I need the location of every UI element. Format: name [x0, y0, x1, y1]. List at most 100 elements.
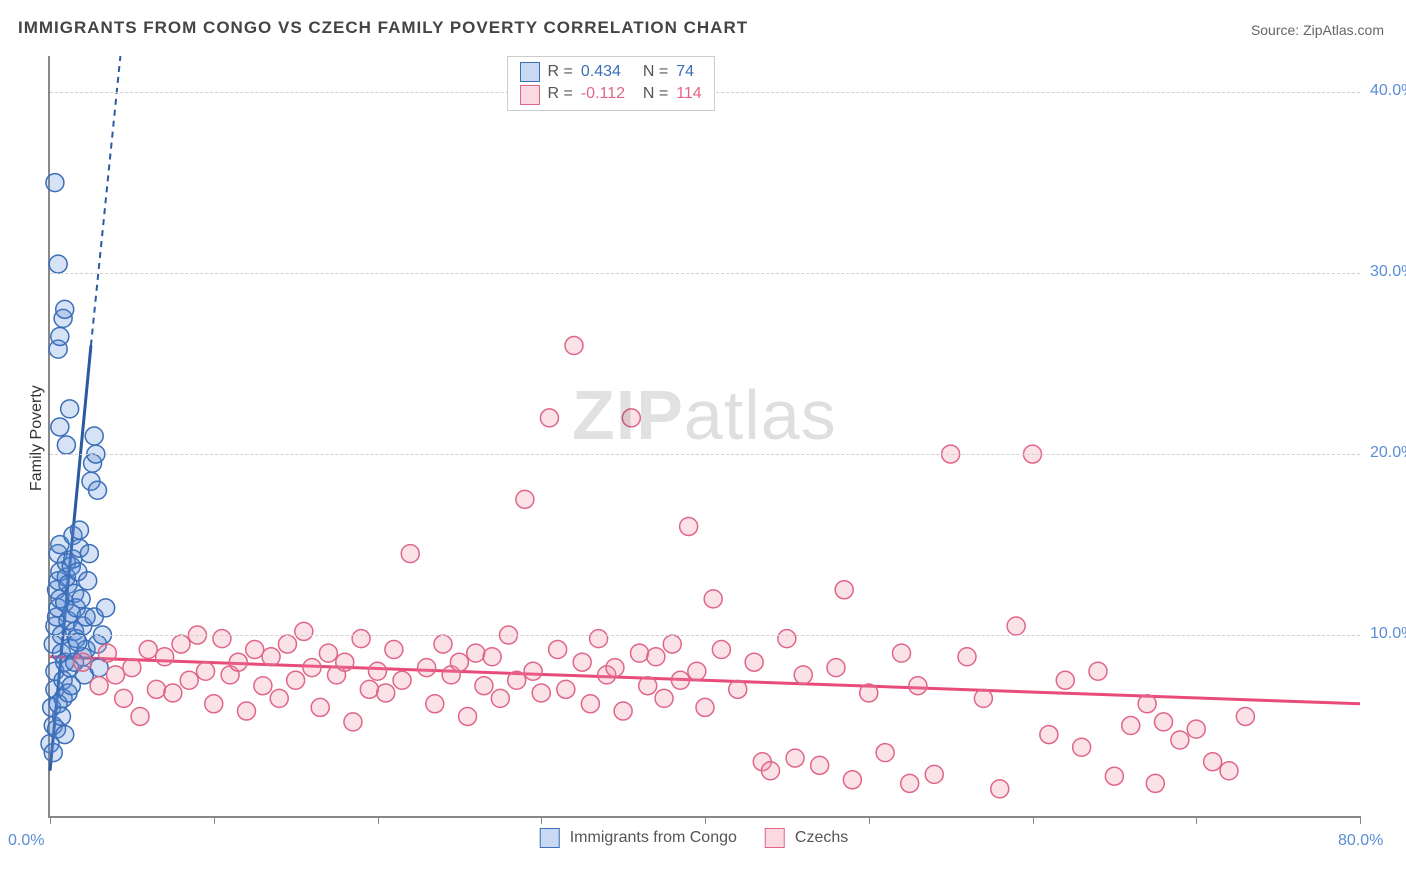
point-czechs — [1236, 707, 1254, 725]
regression-line-dashed-congo — [91, 56, 120, 346]
point-czechs — [688, 662, 706, 680]
point-czechs — [508, 671, 526, 689]
point-czechs — [1073, 738, 1091, 756]
scatter-svg — [50, 56, 1360, 816]
point-czechs — [213, 630, 231, 648]
point-congo — [80, 545, 98, 563]
point-congo — [85, 427, 103, 445]
point-congo — [51, 327, 69, 345]
point-czechs — [295, 622, 313, 640]
point-czechs — [98, 644, 116, 662]
point-czechs — [991, 780, 1009, 798]
point-czechs — [1056, 671, 1074, 689]
point-czechs — [557, 680, 575, 698]
point-czechs — [491, 689, 509, 707]
legend-n-label: N = — [643, 61, 668, 83]
point-czechs — [1204, 753, 1222, 771]
point-czechs — [254, 677, 272, 695]
point-czechs — [147, 680, 165, 698]
point-congo — [62, 677, 80, 695]
legend-series: Immigrants from CongoCzechs — [540, 828, 867, 848]
point-czechs — [418, 659, 436, 677]
y-tick-label: 20.0% — [1370, 444, 1406, 462]
point-czechs — [139, 641, 157, 659]
point-congo — [70, 521, 88, 539]
point-congo — [72, 590, 90, 608]
point-czechs — [565, 337, 583, 355]
point-czechs — [843, 771, 861, 789]
point-czechs — [974, 689, 992, 707]
point-czechs — [745, 653, 763, 671]
point-czechs — [107, 666, 125, 684]
point-congo — [49, 255, 67, 273]
point-czechs — [671, 671, 689, 689]
legend-swatch-czechs — [520, 85, 540, 105]
point-czechs — [180, 671, 198, 689]
point-czechs — [680, 517, 698, 535]
point-czechs — [1220, 762, 1238, 780]
point-czechs — [827, 659, 845, 677]
point-congo — [51, 418, 69, 436]
point-czechs — [172, 635, 190, 653]
point-czechs — [860, 684, 878, 702]
x-tick — [378, 816, 379, 824]
gridline — [50, 635, 1360, 636]
point-czechs — [426, 695, 444, 713]
point-czechs — [1122, 717, 1140, 735]
point-czechs — [156, 648, 174, 666]
point-czechs — [581, 695, 599, 713]
point-congo — [44, 744, 62, 762]
point-czechs — [352, 630, 370, 648]
point-czechs — [1138, 695, 1156, 713]
legend-bottom-label-congo: Immigrants from Congo — [570, 829, 737, 847]
x-tick — [50, 816, 51, 824]
point-czechs — [360, 680, 378, 698]
point-czechs — [401, 545, 419, 563]
point-czechs — [811, 756, 829, 774]
point-czechs — [762, 762, 780, 780]
point-czechs — [278, 635, 296, 653]
point-czechs — [663, 635, 681, 653]
point-czechs — [238, 702, 256, 720]
point-czechs — [393, 671, 411, 689]
point-czechs — [164, 684, 182, 702]
point-czechs — [901, 774, 919, 792]
point-czechs — [1146, 774, 1164, 792]
point-congo — [97, 599, 115, 617]
legend-n-value: 74 — [676, 61, 694, 83]
legend-correlation: R =0.434N =74R =-0.112N =114 — [507, 56, 715, 111]
point-czechs — [344, 713, 362, 731]
point-czechs — [590, 630, 608, 648]
point-czechs — [246, 641, 264, 659]
point-congo — [61, 400, 79, 418]
point-czechs — [573, 653, 591, 671]
legend-r-value: -0.112 — [581, 83, 635, 105]
point-czechs — [475, 677, 493, 695]
point-czechs — [1171, 731, 1189, 749]
point-czechs — [540, 409, 558, 427]
y-axis-label: Family Poverty — [28, 385, 46, 491]
point-congo — [79, 572, 97, 590]
point-czechs — [262, 648, 280, 666]
point-czechs — [459, 707, 477, 725]
point-congo — [88, 481, 106, 499]
point-czechs — [524, 662, 542, 680]
y-tick-label: 30.0% — [1370, 263, 1406, 281]
point-czechs — [516, 490, 534, 508]
point-congo — [46, 174, 64, 192]
chart-title: IMMIGRANTS FROM CONGO VS CZECH FAMILY PO… — [18, 18, 748, 38]
point-czechs — [696, 698, 714, 716]
point-czechs — [532, 684, 550, 702]
point-czechs — [74, 653, 92, 671]
point-czechs — [450, 653, 468, 671]
point-czechs — [712, 641, 730, 659]
point-czechs — [131, 707, 149, 725]
point-czechs — [1089, 662, 1107, 680]
point-czechs — [835, 581, 853, 599]
point-czechs — [876, 744, 894, 762]
point-czechs — [549, 641, 567, 659]
point-czechs — [336, 653, 354, 671]
point-czechs — [385, 641, 403, 659]
point-congo — [56, 300, 74, 318]
point-czechs — [1040, 726, 1058, 744]
